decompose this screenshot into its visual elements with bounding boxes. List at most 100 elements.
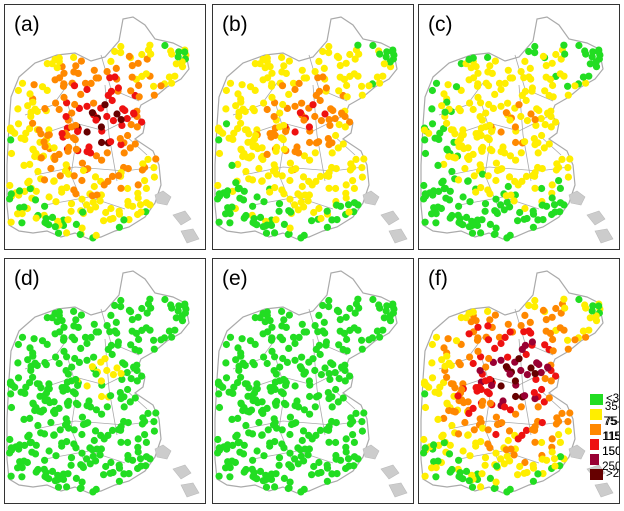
- station-point: [553, 414, 561, 422]
- station-point: [335, 87, 343, 95]
- station-point: [252, 385, 260, 394]
- station-point: [421, 444, 429, 452]
- station-point: [278, 172, 286, 180]
- station-point: [68, 109, 76, 117]
- station-point: [345, 208, 353, 216]
- station-point: [48, 467, 57, 475]
- station-point: [232, 179, 240, 187]
- station-point: [260, 353, 268, 361]
- station-point: [282, 127, 290, 135]
- station-point: [479, 424, 487, 432]
- station-point: [120, 149, 128, 157]
- station-point: [123, 369, 131, 377]
- station-point: [101, 101, 109, 109]
- station-point: [556, 70, 564, 78]
- station-point: [165, 327, 173, 335]
- station-point: [128, 62, 136, 70]
- station-point: [317, 468, 325, 477]
- station-point: [514, 435, 522, 443]
- station-point: [311, 403, 319, 411]
- station-point: [521, 204, 529, 213]
- station-point: [547, 377, 555, 385]
- station-point: [575, 41, 583, 50]
- station-point: [111, 301, 119, 310]
- island-shape: [172, 210, 192, 226]
- station-point: [324, 135, 332, 143]
- station-point: [329, 106, 337, 115]
- station-point: [448, 421, 456, 430]
- station-point: [286, 478, 294, 486]
- station-point: [109, 214, 117, 223]
- station-point: [421, 390, 429, 398]
- station-point: [421, 190, 429, 198]
- station-point: [270, 161, 278, 169]
- station-point: [103, 112, 111, 121]
- station-point: [48, 213, 57, 221]
- station-point: [539, 470, 547, 478]
- station-point: [117, 303, 125, 311]
- station-point: [50, 144, 58, 152]
- station-point: [102, 208, 110, 217]
- station-point: [126, 144, 134, 152]
- station-point: [222, 120, 231, 128]
- station-point: [89, 198, 97, 206]
- station-point: [428, 359, 436, 367]
- station-point: [250, 215, 258, 223]
- station-point: [137, 208, 145, 216]
- station-point: [161, 41, 169, 50]
- station-point: [138, 166, 146, 174]
- station-point: [113, 364, 121, 372]
- station-point: [29, 352, 37, 360]
- station-point: [342, 448, 350, 456]
- station-point: [16, 187, 24, 195]
- station-point: [379, 72, 387, 80]
- station-point: [52, 99, 60, 107]
- legend-swatch: [590, 469, 603, 480]
- station-point: [295, 79, 303, 87]
- station-point: [181, 302, 189, 310]
- station-point: [343, 347, 351, 355]
- station-point: [271, 438, 279, 446]
- station-point: [267, 82, 276, 90]
- station-point: [345, 462, 353, 470]
- station-point: [548, 181, 556, 189]
- station-point: [534, 470, 542, 478]
- station-point: [50, 398, 58, 406]
- station-point: [552, 50, 560, 59]
- station-point: [332, 385, 340, 394]
- station-point: [497, 339, 505, 348]
- station-point: [526, 64, 534, 72]
- station-point: [111, 47, 119, 56]
- station-point: [358, 427, 366, 435]
- station-point: [92, 328, 100, 336]
- island-shape: [154, 444, 172, 460]
- station-point: [495, 333, 504, 341]
- station-point: [514, 217, 522, 225]
- station-point: [7, 403, 16, 412]
- station-point: [286, 430, 294, 439]
- station-point: [558, 155, 566, 163]
- station-point: [571, 82, 579, 90]
- station-point: [477, 483, 485, 491]
- station-point: [534, 149, 542, 157]
- station-point: [65, 424, 73, 432]
- station-point: [147, 304, 155, 312]
- station-point: [27, 108, 35, 116]
- station-point: [286, 176, 294, 185]
- station-point: [108, 172, 117, 180]
- station-point: [215, 472, 223, 480]
- station-point: [358, 345, 366, 353]
- station-point: [316, 96, 324, 105]
- station-point: [291, 85, 299, 94]
- station-point: [552, 166, 560, 174]
- station-point: [350, 70, 358, 78]
- station-point: [152, 155, 160, 163]
- station-point: [488, 127, 496, 135]
- station-point: [72, 220, 80, 228]
- station-point: [532, 121, 540, 129]
- station-point: [323, 477, 331, 485]
- station-point: [522, 96, 530, 105]
- station-point: [455, 105, 463, 113]
- station-point: [130, 364, 138, 372]
- station-point: [139, 160, 147, 168]
